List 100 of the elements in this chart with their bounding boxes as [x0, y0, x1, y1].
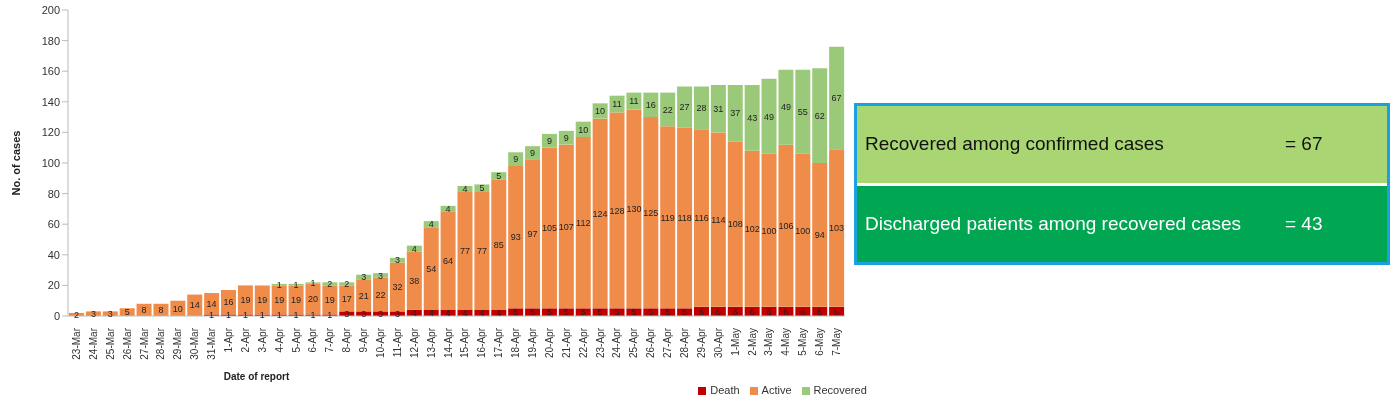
- data-label: 49: [764, 111, 775, 122]
- data-label: 118: [677, 213, 692, 224]
- data-label: 19: [240, 295, 251, 306]
- x-tick-label: 22-Apr: [577, 327, 589, 359]
- x-tick-label: 31-Mar: [206, 327, 218, 360]
- data-label: 5: [682, 307, 688, 318]
- data-label: 4: [428, 308, 434, 319]
- y-tick-label: 60: [47, 218, 60, 231]
- data-label: 124: [592, 208, 608, 219]
- x-tick-label: 7-Apr: [324, 327, 336, 353]
- data-label: 49: [780, 102, 791, 113]
- data-label: 4: [445, 204, 451, 215]
- data-label: 14: [189, 300, 200, 311]
- data-label: 10: [172, 303, 183, 314]
- x-tick-label: 20-Apr: [543, 327, 555, 359]
- data-label: 130: [626, 204, 642, 215]
- y-tick-label: 140: [41, 95, 60, 108]
- data-label: 1: [226, 310, 232, 321]
- bar: [525, 159, 541, 309]
- data-label: 11: [612, 99, 622, 110]
- x-tick-label: 19-Apr: [527, 327, 539, 359]
- data-label: 5: [546, 307, 552, 318]
- data-label: 27: [679, 102, 690, 113]
- data-label: 9: [563, 132, 569, 143]
- data-label: 6: [783, 306, 789, 317]
- bar: [508, 166, 524, 309]
- text: Recovered among confirmed cases: [865, 133, 1165, 156]
- data-label: 9: [546, 136, 552, 147]
- data-label: 5: [580, 307, 586, 318]
- x-tick-label: 4-Apr: [273, 327, 285, 353]
- data-label: 8: [158, 305, 164, 316]
- data-label: 5: [614, 307, 620, 318]
- x-tick-label: 7-May: [831, 328, 843, 356]
- bar: [423, 227, 439, 310]
- bar: [744, 150, 760, 307]
- data-label: 100: [761, 225, 777, 236]
- data-label: 6: [749, 306, 755, 317]
- x-tick-label: 4-May: [780, 328, 792, 356]
- x-tick-label: 25-Apr: [628, 327, 640, 359]
- x-tick-label: 30-Apr: [712, 327, 724, 359]
- data-label: 11: [629, 96, 639, 107]
- x-tick-label: 12-Apr: [408, 327, 420, 359]
- data-label: 43: [747, 113, 758, 124]
- data-label: 20: [307, 294, 318, 305]
- data-label: 5: [530, 307, 536, 318]
- bar: [693, 86, 709, 130]
- legend-label: Recovered: [813, 384, 867, 396]
- bar: [677, 86, 693, 128]
- data-label: 3: [107, 308, 113, 319]
- data-label: 17: [341, 293, 352, 304]
- data-label: 1: [293, 279, 299, 290]
- bar: [727, 84, 743, 142]
- data-label: 1: [310, 278, 316, 289]
- data-label: 1: [276, 279, 282, 290]
- data-label: 21: [358, 290, 369, 301]
- x-tick-label: 1-Apr: [222, 327, 234, 353]
- bar: [440, 211, 456, 310]
- data-label: 114: [711, 214, 726, 225]
- x-tick-label: 5-Apr: [290, 327, 302, 353]
- x-tick-label: 3-May: [763, 328, 775, 356]
- data-label: 3: [361, 308, 367, 319]
- data-label: 14: [206, 298, 217, 309]
- x-tick-label: 25-Mar: [104, 327, 116, 360]
- data-label: 3: [361, 272, 367, 283]
- data-label: 4: [411, 243, 417, 254]
- bar: [575, 136, 591, 309]
- bar: [829, 46, 845, 150]
- data-label: 85: [493, 240, 504, 251]
- x-tick-label: 13-Apr: [425, 327, 437, 359]
- x-tick-label: 14-Apr: [442, 327, 454, 359]
- data-label: 55: [797, 106, 808, 117]
- text: = 43: [1285, 212, 1323, 235]
- x-tick-label: 5-May: [797, 328, 809, 356]
- data-label: 6: [800, 306, 806, 317]
- text: = 67: [1285, 133, 1323, 156]
- data-label: 22: [662, 104, 673, 115]
- data-label: 2: [327, 279, 333, 290]
- x-tick-label: 24-Apr: [611, 327, 623, 359]
- data-label: 4: [428, 219, 434, 230]
- bar: [491, 179, 507, 310]
- data-label: 1: [310, 310, 316, 321]
- text: Discharged patients among recovered cases: [865, 212, 1242, 235]
- x-tick-label: 29-Apr: [695, 327, 707, 359]
- x-tick-label: 6-Apr: [307, 327, 319, 353]
- x-tick-label: 23-Mar: [70, 327, 82, 360]
- data-label: 4: [411, 308, 417, 319]
- data-label: 6: [732, 306, 738, 317]
- bar: [541, 147, 557, 309]
- bar: [677, 127, 693, 309]
- y-tick-label: 100: [41, 156, 60, 169]
- bar: [812, 68, 828, 163]
- data-label: 9: [513, 154, 519, 165]
- x-tick-label: 23-Apr: [594, 327, 606, 359]
- bar: [795, 153, 811, 307]
- data-label: 1: [242, 310, 248, 321]
- x-tick-label: 15-Apr: [459, 327, 471, 359]
- data-label: 16: [645, 100, 656, 111]
- x-tick-label: 29-Mar: [172, 327, 184, 360]
- x-tick-label: 11-Apr: [391, 327, 403, 358]
- data-label: 3: [378, 270, 384, 281]
